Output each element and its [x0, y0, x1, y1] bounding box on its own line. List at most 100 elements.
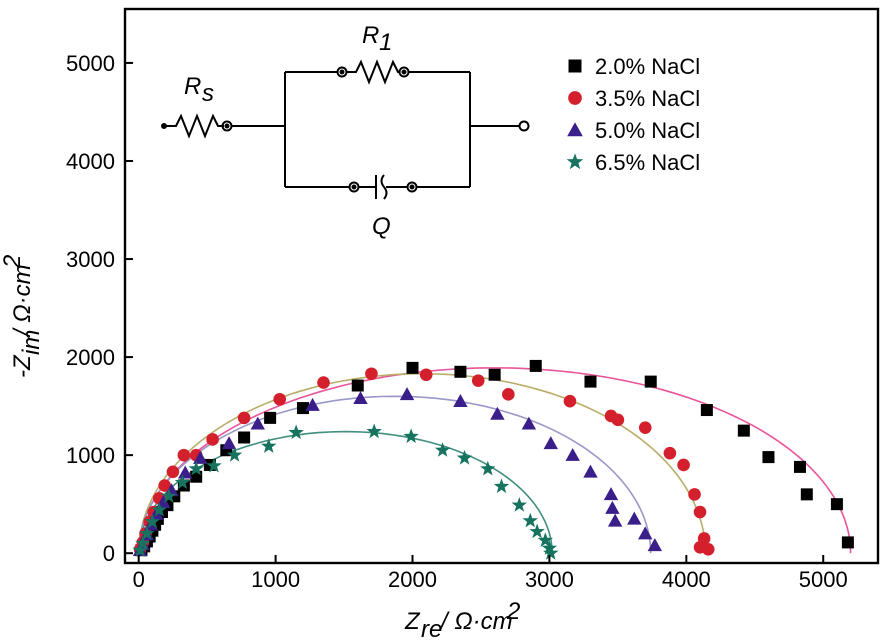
axes: 0 1000 2000 3000 4000 5000 0 1000 2000 3000 4000 50… — [66, 51, 848, 592]
data-point — [406, 361, 419, 374]
data-point — [488, 368, 501, 381]
data-point — [238, 431, 251, 444]
data-point — [139, 525, 155, 541]
data-point — [800, 488, 813, 501]
data-point — [264, 411, 277, 424]
data-point — [493, 478, 510, 494]
legend-marker-3 — [567, 122, 583, 137]
data-point — [261, 438, 277, 453]
data-point — [471, 374, 485, 387]
data-point — [537, 532, 553, 547]
data-point — [221, 436, 237, 450]
y-tick-label: 3000 — [66, 247, 115, 272]
data-point — [161, 488, 177, 503]
data-point — [607, 513, 623, 527]
data-point — [663, 446, 677, 460]
data-point — [644, 375, 657, 388]
svg-text:2: 2 — [506, 598, 520, 625]
data-point — [603, 487, 619, 501]
data-point — [688, 488, 701, 501]
data-point — [273, 392, 287, 406]
label-rs: R — [184, 73, 201, 100]
data-point — [135, 535, 151, 550]
data-point — [144, 513, 161, 529]
y-tick-label: 2000 — [66, 345, 115, 370]
series-3-points — [132, 387, 663, 557]
y-tick-label: 0 — [103, 541, 115, 566]
y-axis-title: -Z im / Ω·cm 2 — [0, 255, 45, 378]
svg-text:im: im — [18, 330, 45, 355]
data-point — [206, 457, 222, 473]
data-point — [419, 368, 433, 382]
data-point — [529, 523, 545, 539]
fit-curves — [137, 367, 852, 554]
data-point — [456, 450, 473, 465]
data-point — [188, 460, 204, 476]
data-point — [563, 394, 577, 408]
data-point — [178, 465, 193, 479]
legend: 2.0% NaCl 3.5% NaCl 5.0% NaCl 6.5% NaCl — [566, 54, 700, 175]
svg-text:/ Ω·cm: / Ω·cm — [9, 264, 36, 338]
data-markers — [132, 359, 854, 560]
circuit-labels: R 1 R s Q — [184, 22, 392, 240]
x-tick-label: 0 — [133, 567, 145, 592]
svg-text:-Z: -Z — [9, 354, 36, 378]
legend-marker-2 — [568, 91, 582, 105]
fit-curve-1 — [137, 367, 852, 554]
data-point — [638, 421, 652, 434]
data-point — [693, 505, 707, 519]
series-4-points — [132, 423, 559, 560]
svg-text:/ Ω·cm: / Ω·cm — [439, 608, 513, 635]
data-point — [434, 442, 451, 457]
data-point — [453, 394, 468, 407]
data-point — [366, 423, 382, 439]
data-point — [793, 460, 806, 473]
data-point — [174, 474, 191, 490]
fit-curve-3 — [137, 395, 652, 554]
circuit-inset — [161, 59, 530, 200]
x-tick-label: 5000 — [799, 567, 848, 592]
x-tick-label: 2000 — [388, 567, 437, 592]
fit-curve-4 — [137, 430, 553, 554]
data-point — [403, 428, 419, 444]
x-tick-label: 4000 — [662, 567, 711, 592]
legend-label-2: 3.5% NaCl — [595, 86, 700, 111]
data-point — [158, 479, 172, 492]
data-point — [605, 500, 620, 514]
svg-text:s: s — [202, 80, 214, 107]
svg-text:1: 1 — [379, 29, 392, 56]
data-point — [521, 416, 537, 430]
data-point — [151, 502, 167, 517]
data-point — [190, 470, 203, 483]
data-point — [522, 512, 538, 528]
x-tick-label: 1000 — [251, 567, 300, 592]
data-point — [502, 388, 515, 401]
legend-label-4: 6.5% NaCl — [595, 150, 700, 175]
data-point — [226, 447, 243, 462]
data-point — [365, 367, 378, 381]
y-tick-label: 5000 — [66, 51, 115, 76]
data-point — [638, 526, 653, 540]
data-point — [529, 359, 542, 372]
data-point — [762, 451, 775, 464]
data-point — [288, 424, 304, 440]
legend-label-3: 5.0% NaCl — [595, 118, 700, 143]
plot-frame — [123, 7, 880, 565]
data-point — [305, 397, 320, 411]
data-point — [583, 464, 598, 478]
data-point — [132, 542, 148, 557]
data-point — [193, 450, 208, 464]
data-point — [701, 542, 715, 556]
y-tick-label: 1000 — [66, 443, 115, 468]
data-point — [700, 404, 713, 417]
data-point — [677, 458, 690, 472]
data-point — [511, 497, 527, 512]
data-point — [177, 448, 191, 462]
legend-label-1: 2.0% NaCl — [595, 54, 700, 79]
data-point — [541, 540, 558, 555]
label-q: Q — [372, 213, 391, 240]
data-point — [627, 511, 642, 525]
data-point — [237, 411, 251, 425]
data-point — [565, 447, 580, 461]
